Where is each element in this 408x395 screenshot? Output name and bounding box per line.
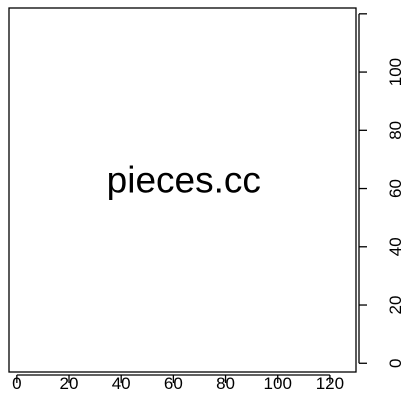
x-tick-label: 40: [112, 374, 131, 393]
plot-frame: [8, 7, 357, 373]
y-tick-label: 100: [386, 58, 405, 86]
x-tick-label: 20: [60, 374, 79, 393]
x-tick-label: 80: [216, 374, 235, 393]
x-tick-label: 120: [316, 374, 344, 393]
x-tick-label: 0: [12, 374, 21, 393]
x-tick-label: 100: [264, 374, 292, 393]
y-tick-label: 20: [386, 296, 405, 315]
annotations: pieces.cc: [107, 160, 261, 201]
y-tick-label: 0: [386, 359, 405, 368]
y-axis: 0 20 40 60 80 100: [358, 13, 405, 368]
x-axis: 0 20 40 60 80 100 120: [12, 374, 344, 393]
y-tick-label: 80: [386, 121, 405, 140]
y-tick-label: 40: [386, 237, 405, 256]
y-tick-label: 60: [386, 179, 405, 198]
plot-annotation: pieces.cc: [107, 160, 261, 201]
x-tick-label: 60: [164, 374, 183, 393]
